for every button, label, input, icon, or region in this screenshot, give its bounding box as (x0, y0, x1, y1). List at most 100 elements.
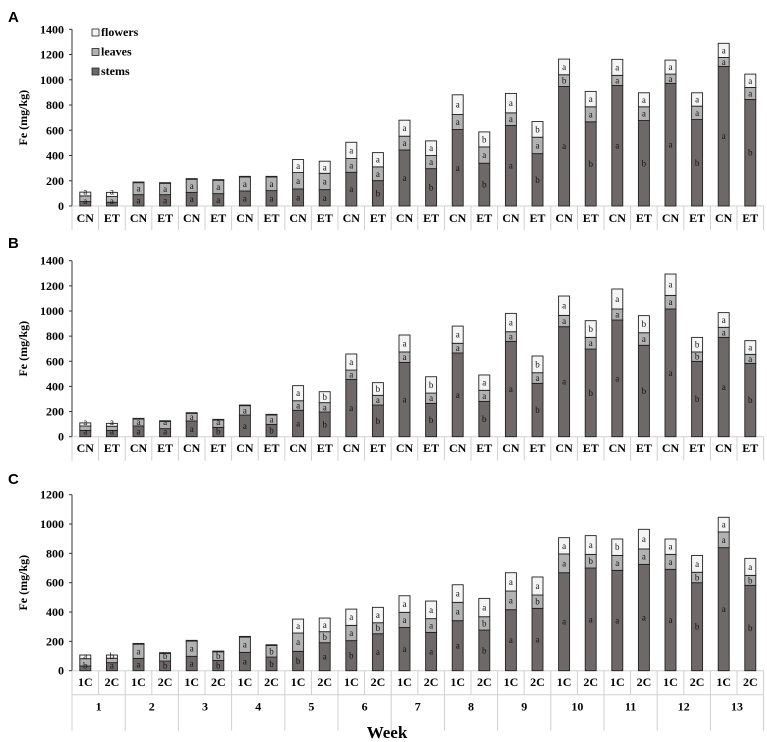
significance-letter: a (509, 98, 513, 108)
bar-segment-flowers (425, 140, 438, 156)
bar-segment-flowers (132, 642, 145, 645)
bar-segment-flowers (265, 644, 278, 646)
significance-letter: a (722, 45, 726, 55)
panel-label: B (8, 235, 19, 252)
significance-letter: a (429, 157, 433, 167)
bar-segment-flowers (318, 160, 331, 174)
bar-segment-flowers (478, 131, 491, 148)
x-tick-label: CN (449, 441, 467, 455)
significance-letter: b (695, 394, 700, 404)
significance-letter: b (482, 180, 487, 190)
significance-letter: a (349, 370, 353, 380)
significance-letter: a (615, 310, 619, 320)
bar-segment-flowers (558, 295, 571, 316)
group-label-week: 6 (362, 700, 368, 714)
group-label-week: 12 (678, 700, 690, 714)
significance-letter: a (642, 109, 646, 119)
y-tick-label: 600 (46, 576, 64, 590)
y-tick-label: 800 (46, 546, 64, 560)
x-tick-label: 2C (477, 675, 492, 689)
significance-letter: b (748, 395, 753, 405)
bar-segment-flowers (318, 391, 331, 404)
significance-letter: a (642, 534, 646, 544)
significance-letter: b (642, 158, 647, 168)
bar-segment-flowers (212, 418, 225, 421)
significance-letter: b (748, 148, 753, 158)
significance-letter: a (615, 558, 619, 568)
significance-letter: a (110, 661, 114, 671)
bar-segment-flowers (637, 315, 650, 334)
y-tick-label: 0 (58, 199, 64, 213)
x-tick-label: ET (742, 441, 758, 455)
x-tick-label: ET (583, 441, 599, 455)
significance-letter: b (588, 388, 593, 398)
significance-letter: b (482, 618, 487, 628)
bar-segment-flowers (584, 90, 597, 108)
x-tick-label: CN (555, 211, 573, 225)
x-tick-label: CN (183, 441, 201, 455)
significance-letter: b (588, 556, 593, 566)
y-tick-label: 200 (46, 634, 64, 648)
group-label-week: 11 (625, 700, 636, 714)
significance-letter: a (376, 169, 380, 179)
x-tick-label: CN (396, 441, 414, 455)
bar-segment-flowers (238, 404, 251, 407)
bar-segment-flowers (744, 340, 757, 355)
significance-letter: a (669, 557, 673, 567)
bar-segment-flowers (717, 516, 730, 533)
significance-letter: a (615, 141, 619, 151)
x-tick-label: 1C (610, 675, 625, 689)
significance-letter: a (243, 405, 247, 415)
x-tick-label: CN (609, 441, 627, 455)
x-tick-label: CN (662, 441, 680, 455)
x-tick-label: ET (636, 441, 652, 455)
significance-letter: a (562, 141, 566, 151)
significance-letter: b (535, 359, 540, 369)
x-tick-label: CN (130, 441, 148, 455)
significance-letter: a (216, 417, 220, 427)
significance-letter: a (589, 614, 593, 624)
significance-letter: a (270, 415, 274, 425)
significance-letter: b (83, 661, 88, 671)
bar-segment-flowers (478, 597, 491, 618)
bar-segment-flowers (238, 635, 251, 638)
significance-letter: a (270, 193, 274, 203)
significance-letter: a (190, 659, 194, 669)
bar-segment-flowers (531, 576, 544, 596)
significance-letter: b (376, 623, 381, 633)
significance-letter: a (296, 419, 300, 429)
significance-letter: a (669, 140, 673, 150)
significance-letter: a (243, 421, 247, 431)
significance-letter: b (429, 415, 434, 425)
bar-segment-flowers (691, 554, 704, 573)
x-tick-label: 1C (291, 675, 306, 689)
bar-segment-flowers (265, 413, 278, 416)
x-tick-label: 2C (637, 675, 652, 689)
bar-segment-flowers (212, 179, 225, 181)
bar-segment-flowers (664, 273, 677, 296)
bar-segment-flowers (611, 58, 624, 76)
x-tick-label: CN (502, 441, 520, 455)
bar-segment-flowers (159, 652, 172, 654)
y-tick-label: 800 (46, 98, 64, 112)
significance-letter: a (562, 541, 566, 551)
x-tick-label: CN (183, 211, 201, 225)
x-tick-label: ET (210, 441, 226, 455)
group-label-week: 9 (521, 700, 527, 714)
significance-letter: a (349, 628, 353, 638)
significance-letter: a (536, 140, 540, 150)
significance-letter: a (669, 280, 673, 290)
x-tick-label: ET (476, 441, 492, 455)
x-tick-label: ET (210, 211, 226, 225)
x-tick-label: 2C (583, 675, 598, 689)
y-tick-label: 600 (46, 123, 64, 137)
significance-letter: b (482, 645, 487, 655)
bar-segment-flowers (371, 152, 384, 168)
significance-letter: a (748, 562, 752, 572)
group-label-week: 2 (149, 700, 155, 714)
significance-letter: a (722, 327, 726, 337)
significance-letter: a (110, 427, 114, 437)
x-tick-label: CN (502, 211, 520, 225)
bar-segment-flowers (744, 73, 757, 88)
